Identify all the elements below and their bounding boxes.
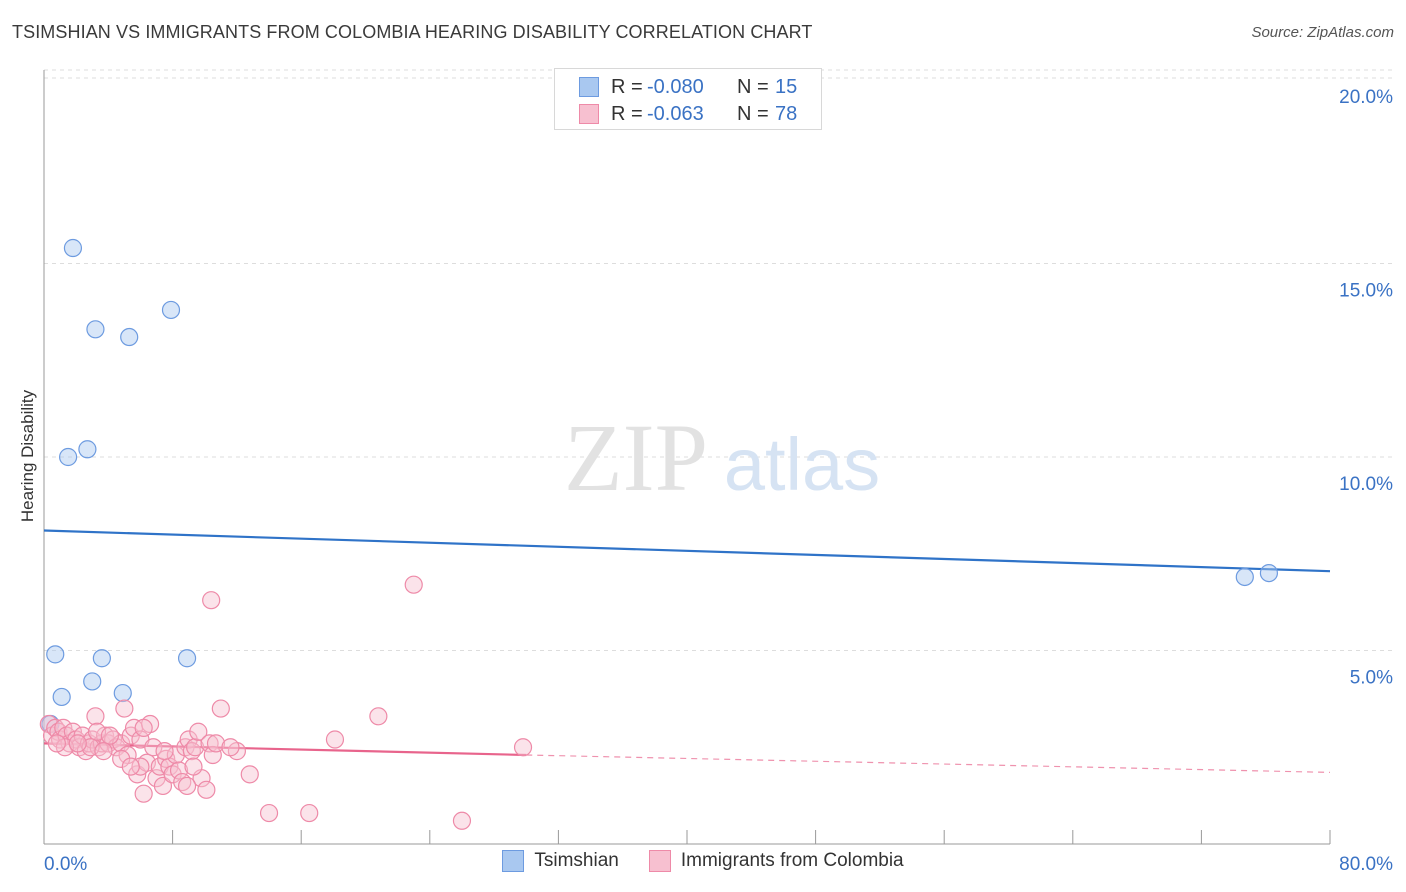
colombia-point: [259, 803, 279, 823]
colombia-point: [169, 761, 189, 780]
x-tick-label-max: 80.0%: [1339, 854, 1393, 875]
colombia-point: [47, 734, 66, 753]
tsimshian-point: [86, 320, 105, 339]
colombia-point: [68, 734, 87, 753]
y-tick-label: 5.0%: [1350, 668, 1393, 689]
legend-r-label: R =: [611, 102, 643, 125]
colombia-point: [177, 776, 197, 796]
colombia-point: [203, 745, 222, 765]
colombia-point: [189, 722, 208, 741]
colombia-point: [300, 803, 319, 823]
colombia-point: [369, 707, 388, 726]
source-label: Source: ZipAtlas.com: [1251, 24, 1394, 41]
colombia-point: [221, 738, 240, 757]
legend-row-colombia: R = -0.063 N = 78: [579, 100, 797, 128]
series-name-colombia: Immigrants from Colombia: [680, 850, 904, 871]
tsimshian-point: [52, 687, 71, 707]
legend-n-label: N =: [737, 75, 769, 98]
legend-swatch-tsimshian: [579, 77, 599, 97]
colombia-point: [325, 730, 345, 749]
tsimshian-trend-line: [43, 529, 1331, 573]
colombia-point: [155, 742, 174, 761]
chart-title: TSIMSHIAN VS IMMIGRANTS FROM COLOMBIA HE…: [12, 22, 813, 42]
colombia-point: [513, 738, 533, 757]
colombia-point: [134, 784, 153, 803]
series-name-tsimshian: Tsimshian: [534, 850, 619, 871]
colombia-point: [121, 757, 140, 776]
legend-r-value: -0.063: [647, 102, 704, 125]
tsimshian-point: [1235, 567, 1254, 587]
colombia-point: [240, 765, 259, 784]
colombia-point: [100, 726, 120, 745]
tsimshian-point: [46, 645, 65, 664]
colombia-point: [144, 738, 163, 757]
legend-swatch-colombia: [579, 104, 599, 124]
tsimshian-point: [92, 649, 111, 668]
series-legend-tsimshian[interactable]: Tsimshian: [502, 850, 619, 872]
colombia-trend-extension: [526, 754, 1331, 774]
colombia-point: [184, 757, 203, 776]
legend-r-label: R =: [611, 75, 643, 98]
tsimshian-point: [78, 440, 97, 459]
colombia-point: [200, 734, 219, 753]
colombia-point: [115, 699, 134, 718]
tsimshian-point: [161, 300, 181, 320]
tsimshian-point: [113, 683, 132, 703]
colombia-point: [134, 718, 153, 738]
colombia-point: [94, 742, 113, 761]
trend-lines: [43, 529, 1331, 774]
series-swatch-tsimshian: [502, 850, 525, 872]
tsimshian-point: [83, 672, 102, 691]
colombia-point: [112, 749, 131, 768]
tick-labels: 5.0% 10.0% 15.0% 20.0% 0.0% 80.0%: [44, 87, 1393, 875]
colombia-point: [206, 734, 226, 753]
y-tick-label: 10.0%: [1339, 474, 1393, 495]
axes: [43, 70, 1331, 845]
legend-row-tsimshian: R = -0.080 N = 15: [579, 73, 797, 101]
tsimshian-point: [177, 649, 197, 668]
tsimshian-point: [63, 238, 83, 258]
tsimshian-point: [59, 447, 78, 467]
watermark-zip: ZIP: [564, 404, 708, 511]
colombia-point: [86, 707, 105, 726]
colombia-point: [186, 738, 205, 757]
colombia-point: [452, 811, 472, 830]
watermark-atlas: atlas: [724, 423, 880, 506]
legend-n-value: 78: [775, 102, 798, 125]
gridlines: [44, 69, 1392, 651]
legend-n-label: N =: [737, 102, 769, 125]
colombia-point: [404, 575, 423, 594]
legend-r-value: -0.080: [647, 75, 704, 98]
colombia-point: [202, 591, 221, 610]
x-tick-label-min: 0.0%: [44, 854, 87, 875]
tsimshian-point: [120, 327, 139, 347]
data-points: [39, 238, 1279, 830]
y-tick-label: 20.0%: [1339, 87, 1393, 108]
colombia-point: [211, 699, 230, 718]
colombia-point: [131, 757, 150, 776]
colombia-point: [153, 776, 173, 796]
legend-n-value: 15: [775, 75, 798, 98]
series-swatch-colombia: [648, 850, 671, 872]
tsimshian-point: [1259, 563, 1279, 583]
correlation-legend: R = -0.080 N = 15 R = -0.063 N = 78: [554, 68, 822, 130]
series-legend: Tsimshian Immigrants from Colombia: [0, 850, 1406, 872]
colombia-point: [197, 780, 216, 799]
series-legend-colombia[interactable]: Immigrants from Colombia: [648, 850, 904, 872]
watermark: ZIP atlas: [564, 404, 880, 511]
y-tick-label: 15.0%: [1339, 281, 1393, 302]
